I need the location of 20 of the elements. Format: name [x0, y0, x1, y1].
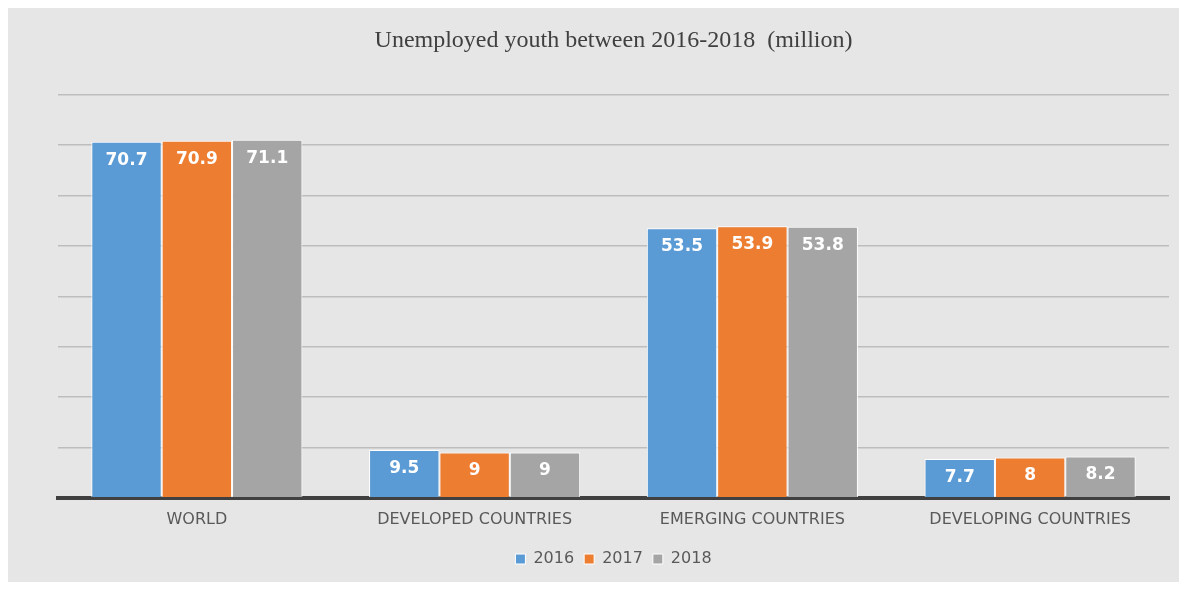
- legend-label: 2016: [533, 548, 575, 568]
- legend-label: 2017: [602, 548, 643, 568]
- x-tick-label: DEVELOPED COUNTRIES: [377, 508, 573, 528]
- data-label: 7.7: [944, 465, 975, 486]
- data-label: 70.9: [175, 147, 218, 168]
- chart-title: Unemployed youth between 2016-2018 (million): [374, 25, 853, 52]
- x-tick-label: EMERGING COUNTRIES: [659, 508, 845, 528]
- data-label: 71.1: [246, 146, 289, 167]
- x-tick-label: WORLD: [166, 508, 228, 528]
- data-label: 70.7: [105, 148, 148, 169]
- data-label: 8.2: [1085, 463, 1116, 484]
- data-label: 9: [468, 459, 481, 480]
- x-tick-label: DEVELOPING COUNTRIES: [929, 508, 1131, 528]
- legend-label: 2018: [670, 548, 712, 568]
- data-label: 9: [539, 459, 551, 480]
- data-label: 9.5: [389, 456, 420, 477]
- data-label: 8: [1024, 464, 1037, 485]
- data-label: 53.9: [731, 233, 774, 254]
- data-label: 53.5: [661, 235, 703, 256]
- data-label: 53.8: [801, 233, 844, 254]
